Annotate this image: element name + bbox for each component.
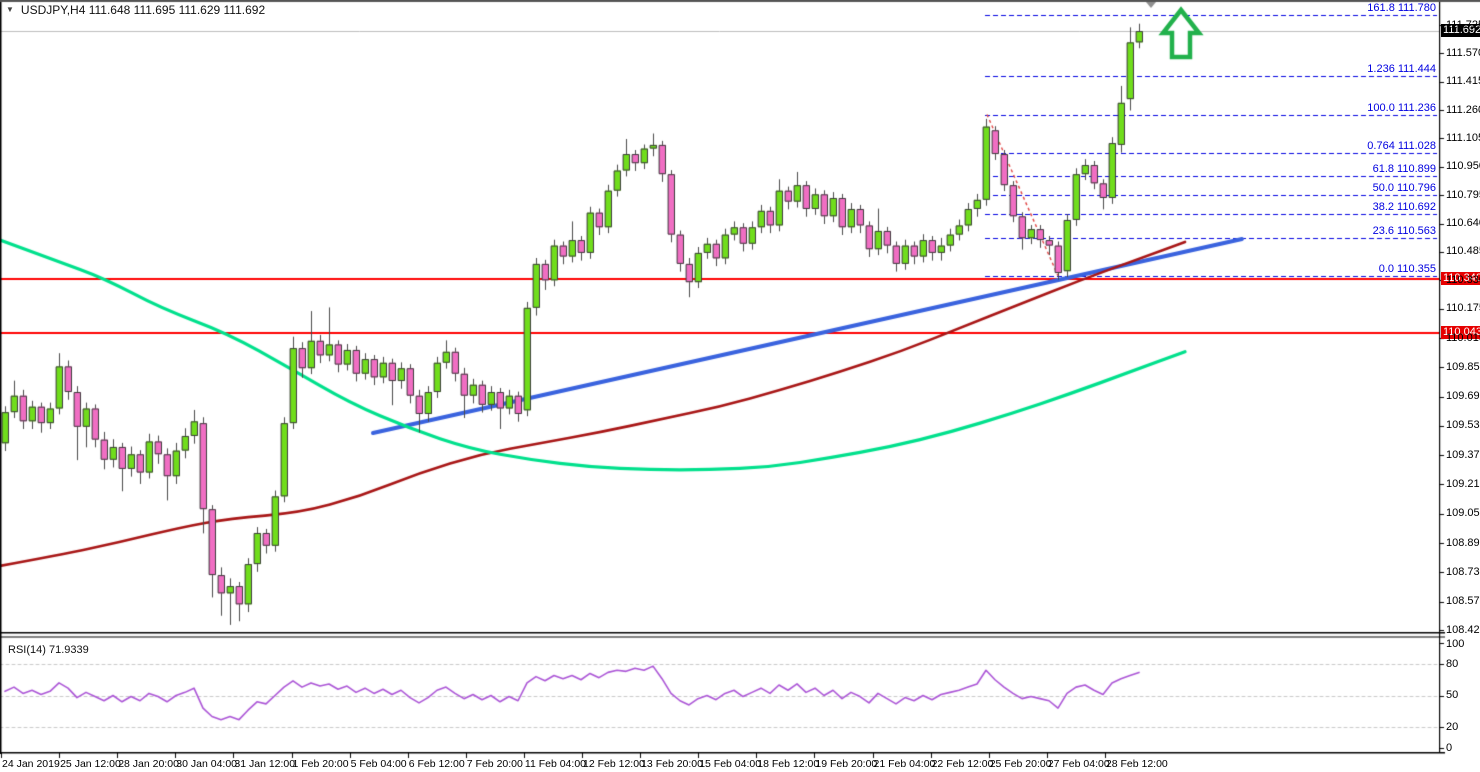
date-axis-label: 22 Feb 12:00 <box>931 758 994 770</box>
price-axis-tick-label: 111.260 <box>1446 103 1480 116</box>
fibonacci-level-label: 23.6 110.563 <box>1372 224 1436 237</box>
date-axis-label: 25 Feb 20:00 <box>989 758 1052 770</box>
price-axis-tick-label: 110.950 <box>1446 160 1480 173</box>
rsi-axis-tick-label: 50 <box>1446 689 1459 701</box>
price-axis-tick-label: 108.735 <box>1446 565 1480 578</box>
price-axis-tick-label: 109.535 <box>1446 419 1480 432</box>
price-axis-tick-label: 111.725 <box>1446 18 1480 31</box>
date-axis-label: 13 Feb 20:00 <box>641 758 703 770</box>
support-price-tag: 110.043 <box>1441 326 1480 339</box>
resistance-price-tag: 110.340 <box>1441 272 1480 285</box>
fibonacci-level-label: 100.0 111.236 <box>1367 101 1436 114</box>
current-price-tag: 111.692 <box>1441 24 1480 37</box>
price-axis-tick-label: 109.215 <box>1446 477 1480 490</box>
price-axis-tick-label: 108.420 <box>1446 623 1480 636</box>
price-axis-tick-label: 110.640 <box>1446 217 1480 230</box>
price-axis-tick-label: 110.330 <box>1446 273 1480 286</box>
date-axis-label: 19 Feb 20:00 <box>815 758 878 770</box>
rsi-indicator-label: RSI(14) 71.9339 <box>8 644 89 656</box>
date-axis-label: 28 Feb 12:00 <box>1105 758 1168 770</box>
fibonacci-level-label: 50.0 110.796 <box>1372 182 1436 195</box>
date-axis-label: 24 Jan 2019 <box>2 758 60 770</box>
price-axis-tick-label: 111.415 <box>1446 75 1480 88</box>
rsi-axis-tick-label: 100 <box>1446 638 1465 650</box>
fibonacci-level-label: 0.764 111.028 <box>1367 139 1436 152</box>
date-axis-label: 18 Feb 12:00 <box>757 758 820 770</box>
date-axis-label: 30 Jan 04:00 <box>176 758 238 770</box>
price-axis-tick-label: 109.855 <box>1446 360 1480 373</box>
chevron-down-icon[interactable]: ▼ <box>6 5 14 14</box>
fibonacci-level-label: 38.2 110.692 <box>1372 201 1436 214</box>
price-axis-tick-label: 108.895 <box>1446 536 1480 549</box>
date-axis-label: 12 Feb 12:00 <box>583 758 645 770</box>
fibonacci-level-label: 1.236 111.444 <box>1367 63 1436 76</box>
rsi-axis-tick-label: 20 <box>1446 720 1459 733</box>
price-axis-tick-label: 111.105 <box>1446 131 1480 144</box>
fibonacci-level-label: 0.0 110.355 <box>1378 262 1436 275</box>
date-axis-label: 15 Feb 04:00 <box>699 758 762 770</box>
price-axis-tick-label: 111.570 <box>1446 46 1480 59</box>
price-axis-tick-label: 110.485 <box>1446 245 1480 258</box>
fibonacci-level-label: 161.8 111.780 <box>1367 1 1436 14</box>
date-axis-label: 5 Feb 04:00 <box>350 758 407 770</box>
date-axis-label: 25 Jan 12:00 <box>60 758 121 770</box>
date-axis-label: 1 Feb 20:00 <box>292 758 349 770</box>
date-axis-label: 11 Feb 04:00 <box>524 758 586 770</box>
price-axis-tick-label: 109.375 <box>1446 448 1480 461</box>
date-axis-label: 7 Feb 20:00 <box>466 758 523 770</box>
price-axis-tick-label: 110.795 <box>1446 188 1480 201</box>
price-axis-tick-label: 108.575 <box>1446 595 1480 608</box>
date-axis-label: 6 Feb 12:00 <box>408 758 465 770</box>
rsi-axis-tick-label: 0 <box>1446 741 1453 754</box>
date-axis-label: 28 Jan 20:00 <box>118 758 179 770</box>
price-axis-tick-label: 110.015 <box>1446 331 1480 344</box>
price-axis-tick-label: 109.695 <box>1446 390 1480 403</box>
price-axis-tick-label: 110.175 <box>1446 302 1480 315</box>
symbol-title: USDJPY,H4 111.648 111.695 111.629 111.69… <box>20 3 266 17</box>
price-axis-tick-label: 109.055 <box>1446 507 1480 520</box>
date-axis-label: 27 Feb 04:00 <box>1047 758 1110 770</box>
fibonacci-level-label: 61.8 110.899 <box>1372 163 1436 176</box>
rsi-axis-tick-label: 80 <box>1446 657 1459 670</box>
date-axis-label: 21 Feb 04:00 <box>873 758 936 770</box>
date-axis-label: 31 Jan 12:00 <box>234 758 296 770</box>
chart-title-bar: ▼ USDJPY,H4 111.648 111.695 111.629 111.… <box>6 3 265 17</box>
